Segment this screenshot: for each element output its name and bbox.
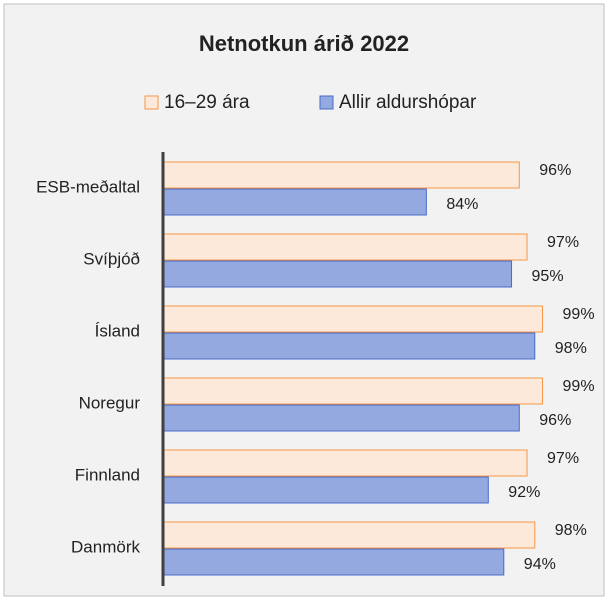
chart-background: [3, 3, 605, 597]
bar: [162, 332, 536, 360]
data-label: 98%: [555, 340, 587, 357]
legend-label: Allir aldurshópar: [339, 92, 477, 113]
y-tick-label: Noregur: [79, 393, 141, 412]
data-label: 99%: [563, 306, 595, 323]
y-tick-label: Svíþjóð: [83, 249, 140, 268]
data-label: 97%: [547, 450, 579, 467]
legend-swatch: [319, 95, 334, 110]
legend-swatch: [144, 95, 159, 110]
y-tick-label: Danmörk: [71, 537, 140, 556]
bar: [162, 476, 489, 504]
data-label: 94%: [524, 556, 556, 573]
bar: [162, 188, 427, 216]
data-label: 84%: [446, 196, 478, 213]
data-label: 99%: [563, 378, 595, 395]
data-label: 96%: [539, 412, 571, 429]
y-tick-label: Finnland: [75, 465, 140, 484]
bar: [162, 521, 536, 549]
bar: [162, 305, 544, 333]
legend-label: 16–29 ára: [164, 92, 250, 113]
data-label: 95%: [532, 268, 564, 285]
chart-title: Netnotkun árið 2022: [199, 31, 409, 56]
data-label: 97%: [547, 234, 579, 251]
data-label: 98%: [555, 522, 587, 539]
bar: [162, 548, 505, 576]
bar: [162, 377, 544, 405]
bar: [162, 233, 528, 261]
y-tick-label: Ísland: [95, 321, 140, 340]
bar: [162, 449, 528, 477]
bar: [162, 404, 520, 432]
data-label: 96%: [539, 162, 571, 179]
y-tick-label: ESB-meðaltal: [36, 177, 140, 196]
bar: [162, 161, 520, 189]
data-label: 92%: [508, 484, 540, 501]
bar: [162, 260, 513, 288]
